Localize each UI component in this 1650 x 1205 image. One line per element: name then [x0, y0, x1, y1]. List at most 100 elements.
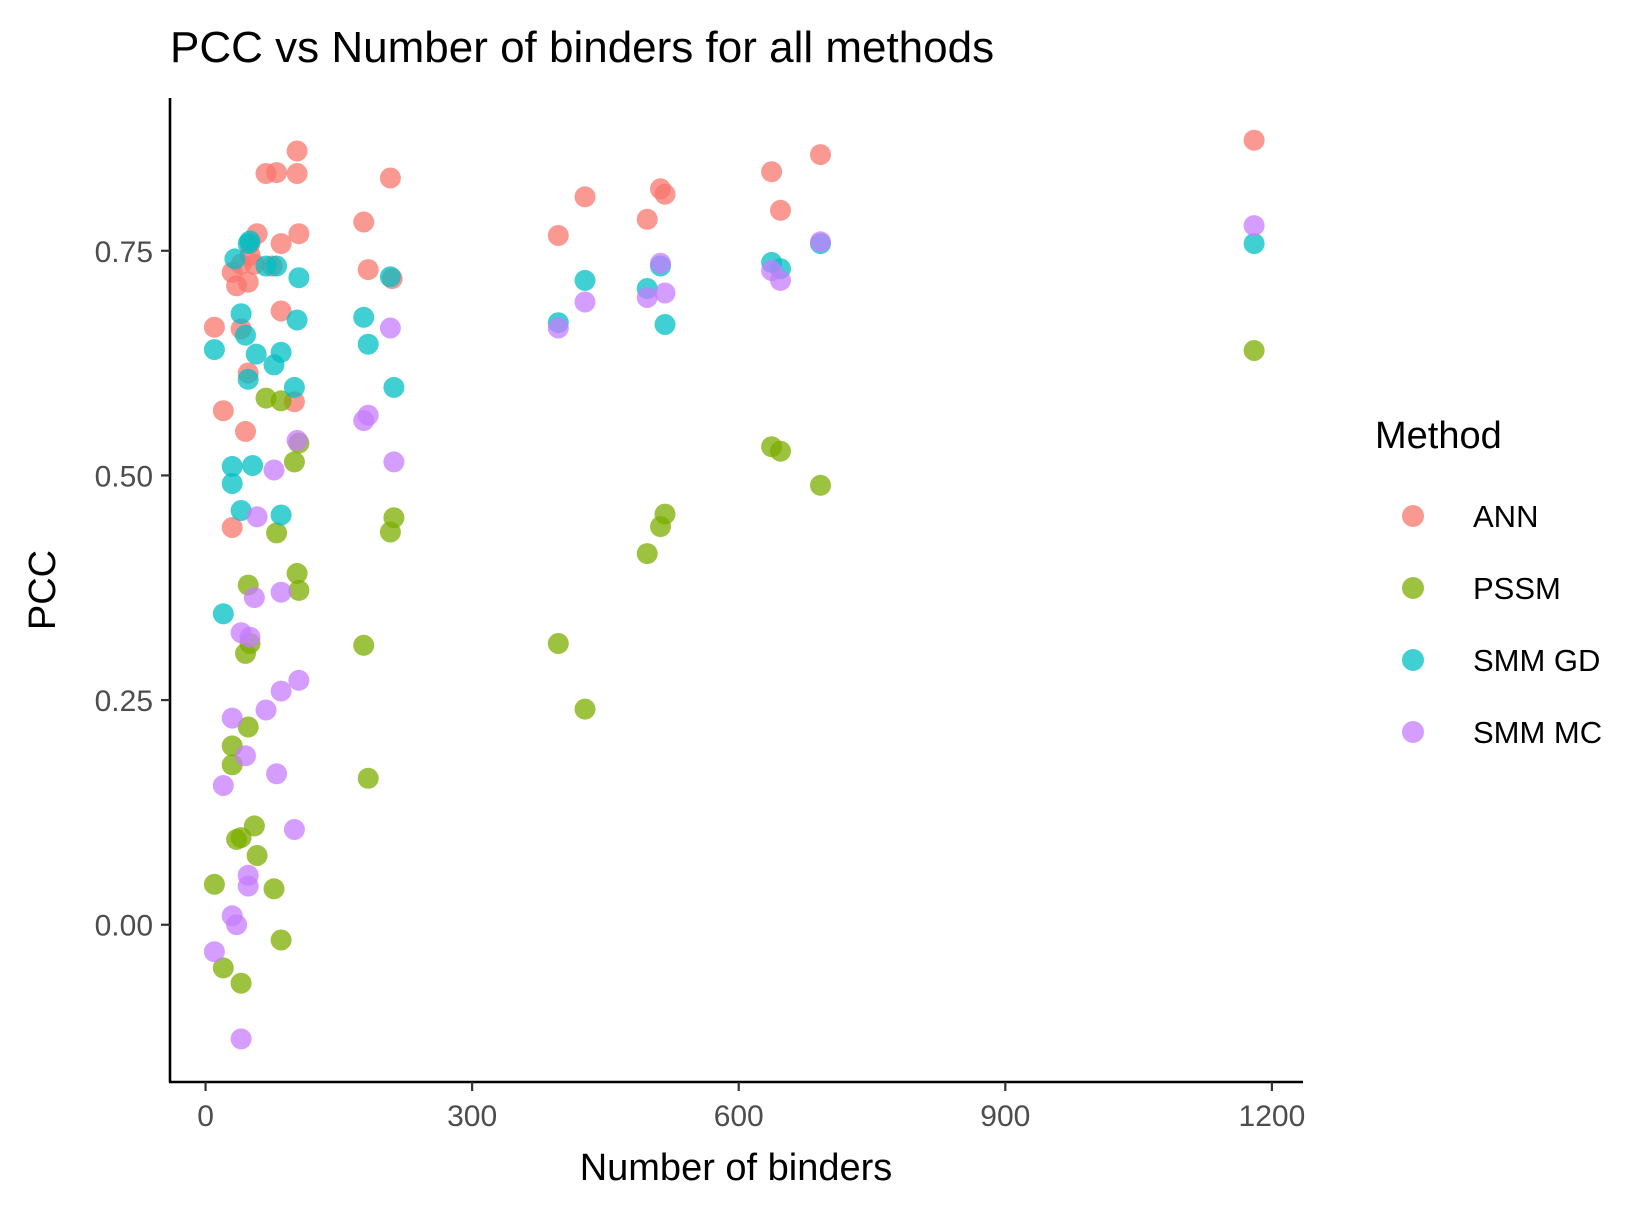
data-point-smm-gd	[212, 603, 234, 625]
data-point-ann	[1243, 129, 1265, 151]
legend-swatch	[1402, 505, 1424, 527]
data-point-ann	[286, 163, 308, 184]
data-point-ann	[270, 300, 292, 322]
data-point-smm-mc	[212, 775, 234, 796]
data-point-smm-gd	[224, 248, 246, 270]
data-point-pssm	[246, 845, 268, 866]
data-point-smm-gd	[353, 306, 375, 328]
data-point-smm-mc	[243, 587, 265, 609]
data-point-smm-mc	[226, 914, 248, 936]
data-point-ann	[286, 140, 308, 162]
data-point-smm-gd	[1243, 233, 1265, 255]
legend-item-smm-mc: SMM MC	[1402, 715, 1602, 750]
x-tick-label: 0	[197, 1100, 214, 1133]
legend-label: PSSM	[1473, 571, 1561, 606]
data-point-smm-gd	[270, 504, 292, 526]
data-point-smm-mc	[1243, 215, 1265, 237]
data-point-ann	[266, 162, 288, 184]
legend-swatch	[1402, 649, 1424, 671]
data-point-pssm	[770, 440, 791, 462]
data-point-pssm	[357, 767, 379, 789]
data-point-smm-gd	[270, 341, 292, 363]
data-point-smm-gd	[242, 455, 264, 476]
series-smm-gd	[203, 230, 1265, 625]
series-pssm	[203, 340, 1265, 994]
legend-title: Method	[1375, 415, 1502, 457]
data-point-smm-gd	[237, 368, 259, 390]
data-point-ann	[654, 183, 676, 205]
data-point-smm-mc	[246, 506, 268, 528]
data-point-ann	[379, 167, 401, 189]
data-point-smm-mc	[270, 680, 292, 702]
data-point-pssm	[212, 957, 234, 979]
data-point-smm-gd	[230, 500, 252, 521]
data-point-smm-mc	[283, 819, 305, 840]
chart-title: PCC vs Number of binders for all methods	[170, 23, 994, 72]
legend-item-smm-gd: SMM GD	[1402, 643, 1600, 678]
data-point-smm-mc	[235, 745, 256, 767]
data-point-ann	[221, 517, 243, 538]
data-point-pssm	[230, 972, 252, 994]
data-point-smm-mc	[221, 707, 243, 729]
data-point-pssm	[810, 474, 831, 496]
data-point-pssm	[237, 716, 259, 738]
data-point-smm-mc	[574, 291, 596, 313]
data-point-smm-gd	[288, 267, 310, 289]
data-point-smm-gd	[221, 473, 243, 494]
legend-label: SMM GD	[1473, 643, 1600, 678]
data-point-smm-gd	[203, 339, 225, 361]
data-point-smm-gd	[283, 376, 305, 398]
data-point-pssm	[243, 815, 265, 837]
legend-swatch	[1402, 721, 1424, 743]
data-point-pssm	[288, 579, 310, 601]
data-point-pssm	[654, 503, 676, 525]
data-point-pssm	[266, 522, 288, 544]
data-point-pssm	[383, 507, 405, 529]
legend-item-ann: ANN	[1402, 499, 1538, 534]
data-point-pssm	[270, 929, 292, 951]
data-point-ann	[770, 199, 791, 221]
legend-item-pssm: PSSM	[1402, 571, 1561, 606]
data-point-pssm	[574, 698, 596, 720]
data-point-pssm	[263, 878, 285, 900]
data-point-smm-mc	[357, 404, 379, 426]
data-point-pssm	[547, 633, 569, 654]
legend-label: SMM MC	[1473, 715, 1602, 750]
data-point-smm-mc	[203, 941, 225, 963]
data-point-smm-mc	[255, 699, 277, 721]
data-point-smm-gd	[383, 376, 405, 398]
data-point-smm-gd	[574, 269, 596, 291]
data-point-ann	[810, 144, 831, 166]
data-point-smm-gd	[379, 266, 401, 288]
legend: Method ANN PSSM SMM GD SMM MC	[1375, 415, 1602, 750]
data-point-pssm	[283, 451, 305, 473]
data-point-smm-gd	[235, 324, 256, 346]
data-point-smm-gd	[357, 333, 379, 355]
data-point-smm-mc	[379, 317, 401, 339]
y-tick-label: 0.50	[95, 460, 153, 493]
data-point-smm-mc	[263, 459, 285, 481]
data-point-pssm	[203, 873, 225, 895]
data-point-smm-mc	[636, 287, 658, 308]
data-point-smm-mc	[266, 763, 288, 785]
x-axis-ticks: 0 300 600 900 1200	[197, 1082, 1305, 1133]
data-point-smm-mc	[810, 231, 831, 253]
data-point-ann	[547, 225, 569, 246]
data-point-smm-gd	[221, 455, 243, 477]
data-point-pssm	[353, 634, 375, 656]
data-point-smm-mc	[654, 282, 676, 304]
y-tick-label: 0.00	[95, 910, 153, 943]
data-point-pssm	[1243, 340, 1265, 361]
data-point-smm-mc	[547, 317, 569, 339]
data-point-ann	[212, 400, 234, 422]
x-tick-label: 300	[447, 1100, 497, 1133]
data-point-smm-gd	[654, 314, 676, 335]
data-point-pssm	[270, 390, 292, 412]
data-point-smm-mc	[239, 626, 261, 648]
legend-swatch	[1402, 577, 1424, 599]
data-point-ann	[235, 420, 256, 442]
data-point-smm-gd	[266, 255, 288, 277]
data-point-smm-mc	[770, 269, 791, 291]
